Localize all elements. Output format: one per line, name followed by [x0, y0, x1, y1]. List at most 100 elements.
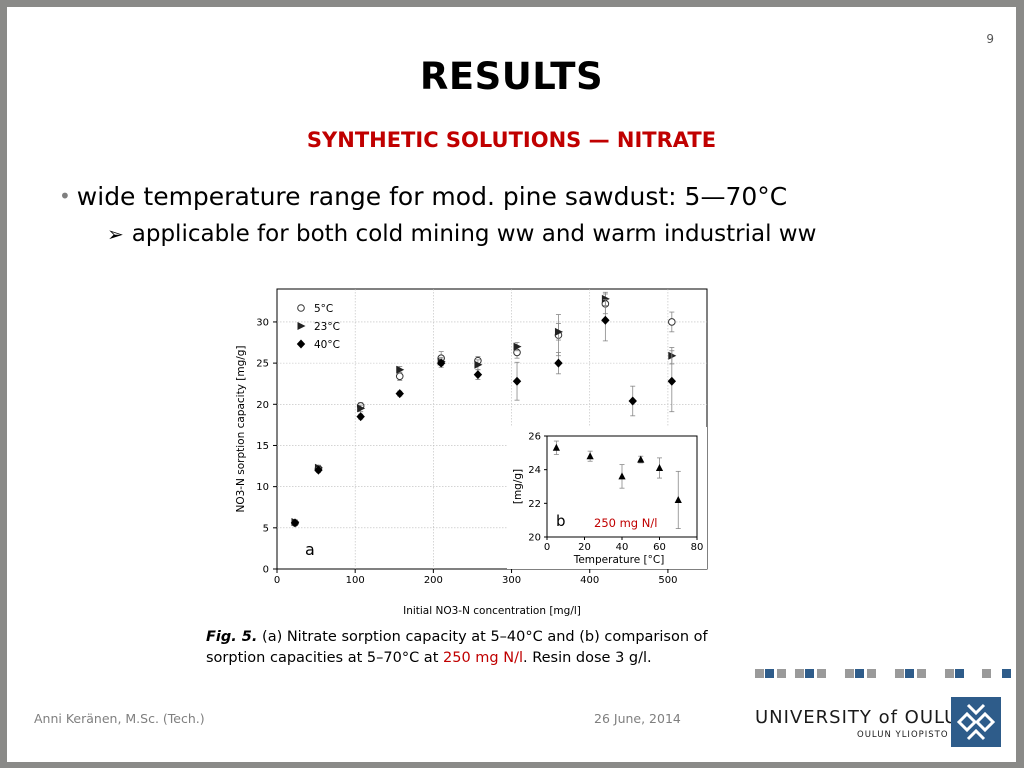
data-point — [668, 318, 676, 326]
bullet-dot-icon: • — [59, 184, 71, 208]
bullet-1-text: wide temperature range for mod. pine saw… — [76, 182, 788, 211]
inset-x-tick-label: 80 — [691, 542, 704, 553]
slide-title: RESULTS — [419, 55, 604, 98]
x-tick-label: 100 — [346, 575, 365, 586]
legend-marker — [296, 339, 306, 349]
university-subname: OULUN YLIOPISTO — [857, 730, 949, 740]
y-tick-label: 25 — [256, 359, 269, 370]
data-point — [601, 294, 610, 303]
inset-x-tick-label: 20 — [578, 542, 591, 553]
data-point — [601, 315, 610, 325]
deco-square — [917, 669, 926, 678]
x-tick-label: 400 — [580, 575, 599, 586]
inset-series-0 — [552, 440, 682, 529]
university-logo-icon — [951, 697, 1001, 747]
panel-label-a: a — [305, 540, 315, 559]
decorative-squares — [755, 669, 1011, 678]
y-axis-label: NO3-N sorption capacity [mg/g] — [235, 345, 247, 512]
x-tick-label: 500 — [658, 575, 677, 586]
deco-square — [982, 669, 991, 678]
caption-fig-label: Fig. 5. — [206, 629, 258, 645]
y-tick-label: 0 — [263, 565, 269, 576]
inset-background — [507, 427, 707, 569]
page-number: 9 — [986, 32, 994, 46]
inset-y-tick-label: 24 — [528, 465, 541, 476]
deco-square — [845, 669, 854, 678]
legend-marker — [297, 322, 306, 330]
data-point — [396, 365, 405, 374]
deco-square — [777, 669, 786, 678]
bullet-1: • wide temperature range for mod. pine sa… — [59, 182, 787, 211]
footer-author: Anni Keränen, M.Sc. (Tech.) — [34, 711, 205, 726]
legend-marker — [297, 304, 305, 312]
caption-highlight: 250 mg N/l — [443, 650, 523, 666]
inset-data-point — [618, 472, 626, 480]
deco-square — [855, 669, 864, 678]
deco-square — [795, 669, 804, 678]
y-tick-label: 15 — [256, 441, 269, 452]
x-tick-label: 200 — [424, 575, 443, 586]
data-point — [314, 465, 323, 475]
slide-subtitle: SYNTHETIC SOLUTIONS — NITRATE — [306, 128, 717, 152]
deco-square — [817, 669, 826, 678]
x-tick-label: 0 — [274, 575, 280, 586]
legend-label: 5°C — [314, 303, 333, 315]
data-point — [436, 358, 446, 368]
bullet-2: ➢ applicable for both cold mining ww and … — [107, 221, 816, 247]
inset-annotation: 250 mg N/l — [594, 516, 657, 530]
y-tick-label: 30 — [256, 317, 269, 328]
slide: 9 RESULTS SYNTHETIC SOLUTIONS — NITRATE … — [7, 7, 1016, 762]
deco-square — [765, 669, 774, 678]
deco-square — [755, 669, 764, 678]
legend-label: 40°C — [314, 339, 340, 351]
inset-data-point — [637, 455, 645, 463]
footer-date: 26 June, 2014 — [594, 711, 681, 726]
figure-caption: Fig. 5. (a) Nitrate sorption capacity at… — [206, 627, 726, 669]
inset-y-tick-label: 26 — [528, 432, 541, 443]
inset-x-tick-label: 0 — [544, 542, 550, 553]
x-tick-label: 300 — [502, 575, 521, 586]
inset-y-tick-label: 20 — [528, 533, 541, 544]
data-point — [512, 376, 522, 386]
caption-text-2: . Resin dose 3 g/l. — [522, 650, 652, 666]
legend-label: 23°C — [314, 321, 340, 333]
deco-square — [895, 669, 904, 678]
inset-data-point — [586, 452, 594, 460]
inset-x-tick-label: 40 — [616, 542, 629, 553]
data-point — [357, 404, 366, 413]
data-point — [356, 412, 365, 422]
data-point — [554, 327, 563, 336]
deco-square — [905, 669, 914, 678]
y-tick-label: 10 — [256, 482, 269, 493]
y-tick-label: 5 — [263, 523, 269, 534]
data-point — [628, 396, 637, 406]
deco-square — [1002, 669, 1011, 678]
y-tick-label: 20 — [256, 400, 269, 411]
inset-y-tick-label: 22 — [528, 499, 541, 510]
inset-data-point — [674, 495, 682, 503]
inset-x-tick-label: 60 — [653, 542, 666, 553]
data-point — [668, 351, 677, 360]
inset-data-point — [552, 443, 560, 451]
bullet-2-text: applicable for both cold mining ww and w… — [131, 221, 817, 247]
data-point — [513, 342, 522, 351]
inset-y-axis-label: [mg/g] — [512, 469, 524, 504]
inset-x-axis-label: Temperature [°C] — [573, 554, 665, 566]
caption-text-1: (a) Nitrate sorption capacity at 5–40°C … — [206, 629, 708, 666]
deco-square — [805, 669, 814, 678]
x-axis-label: Initial NO3-N concentration [mg/l] — [403, 605, 581, 617]
data-point — [474, 360, 483, 369]
data-point — [395, 372, 404, 381]
university-name: UNIVERSITY of OULU — [755, 707, 959, 728]
data-point — [290, 518, 300, 528]
legend: 5°C 23°C 40°C — [296, 303, 340, 351]
panel-label-b: b — [556, 512, 566, 530]
arrow-bullet-icon: ➢ — [107, 222, 124, 246]
deco-square — [867, 669, 876, 678]
deco-square — [955, 669, 964, 678]
deco-square — [945, 669, 954, 678]
inset-data-point — [655, 463, 664, 471]
